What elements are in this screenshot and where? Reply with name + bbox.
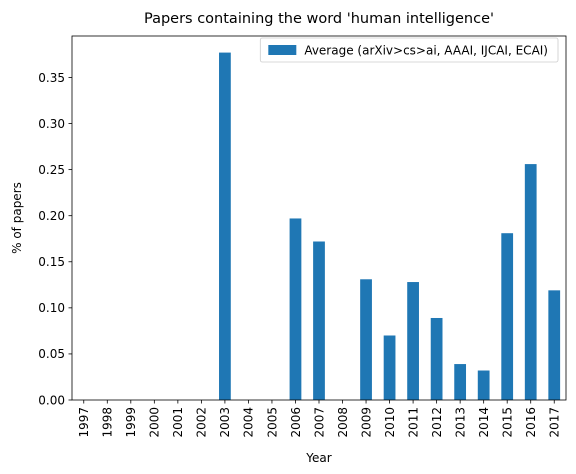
bar — [219, 52, 231, 400]
x-tick-label: 2012 — [430, 407, 444, 438]
x-tick-label: 2000 — [148, 407, 162, 438]
y-axis-label: % of papers — [10, 182, 24, 254]
x-tick-label: 2003 — [218, 407, 232, 438]
x-tick-label: 2001 — [171, 407, 185, 438]
bar — [383, 335, 396, 400]
x-tick-label: 2002 — [195, 407, 209, 438]
bar — [548, 290, 561, 400]
y-tick-label: 0.00 — [38, 393, 65, 407]
x-tick-label: 2013 — [453, 407, 467, 438]
y-tick-label: 0.25 — [38, 163, 65, 177]
bar — [477, 370, 490, 400]
x-tick-label: 2011 — [406, 407, 420, 438]
bar — [360, 279, 372, 400]
legend-label: Average (arXiv>cs>ai, AAAI, IJCAI, ECAI) — [304, 44, 548, 58]
bar — [524, 164, 537, 400]
plot-frame — [71, 35, 567, 401]
y-tick-label: 0.15 — [38, 255, 65, 269]
x-tick-label: 2005 — [265, 407, 279, 438]
x-tick-label: 2010 — [383, 407, 397, 438]
bars-group — [219, 52, 561, 400]
y-tick-label: 0.20 — [38, 209, 65, 223]
bar — [289, 218, 302, 400]
bar — [407, 282, 419, 400]
y-tick-label: 0.10 — [38, 301, 65, 315]
bar — [454, 364, 467, 400]
x-tick-label: 2016 — [524, 407, 538, 438]
x-tick-label: 2017 — [548, 407, 562, 438]
y-tick-label: 0.30 — [38, 117, 65, 131]
x-tick-label: 2014 — [477, 407, 491, 438]
x-axis-ticks: 1997 1998 1999 2000 2001 2002 2003 2004 2005 2006… — [77, 400, 562, 438]
x-tick-label: 2004 — [242, 407, 256, 438]
x-tick-label: 2007 — [312, 407, 326, 438]
chart-title: Papers containing the word 'human intell… — [144, 11, 494, 27]
x-tick-label: 2008 — [336, 407, 350, 438]
y-axis-ticks: 0.00 0.05 0.10 0.15 0.20 0.25 0.30 0.35 — [38, 71, 72, 407]
x-tick-label: 1999 — [124, 407, 138, 438]
legend-box — [259, 37, 559, 63]
x-tick-label: 2015 — [500, 407, 514, 438]
x-tick-label: 2006 — [289, 407, 303, 438]
x-tick-label: 1998 — [101, 407, 115, 438]
legend-swatch — [268, 45, 297, 55]
y-tick-label: 0.05 — [38, 347, 65, 361]
bar — [430, 317, 443, 400]
y-tick-label: 0.35 — [38, 71, 65, 85]
legend: Average (arXiv>cs>ai, AAAI, IJCAI, ECAI) — [259, 37, 559, 63]
x-axis-label: Year — [305, 451, 331, 465]
bar — [313, 241, 325, 400]
x-tick-label: 1997 — [77, 407, 91, 438]
bar — [501, 233, 514, 400]
x-tick-label: 2009 — [359, 407, 373, 438]
